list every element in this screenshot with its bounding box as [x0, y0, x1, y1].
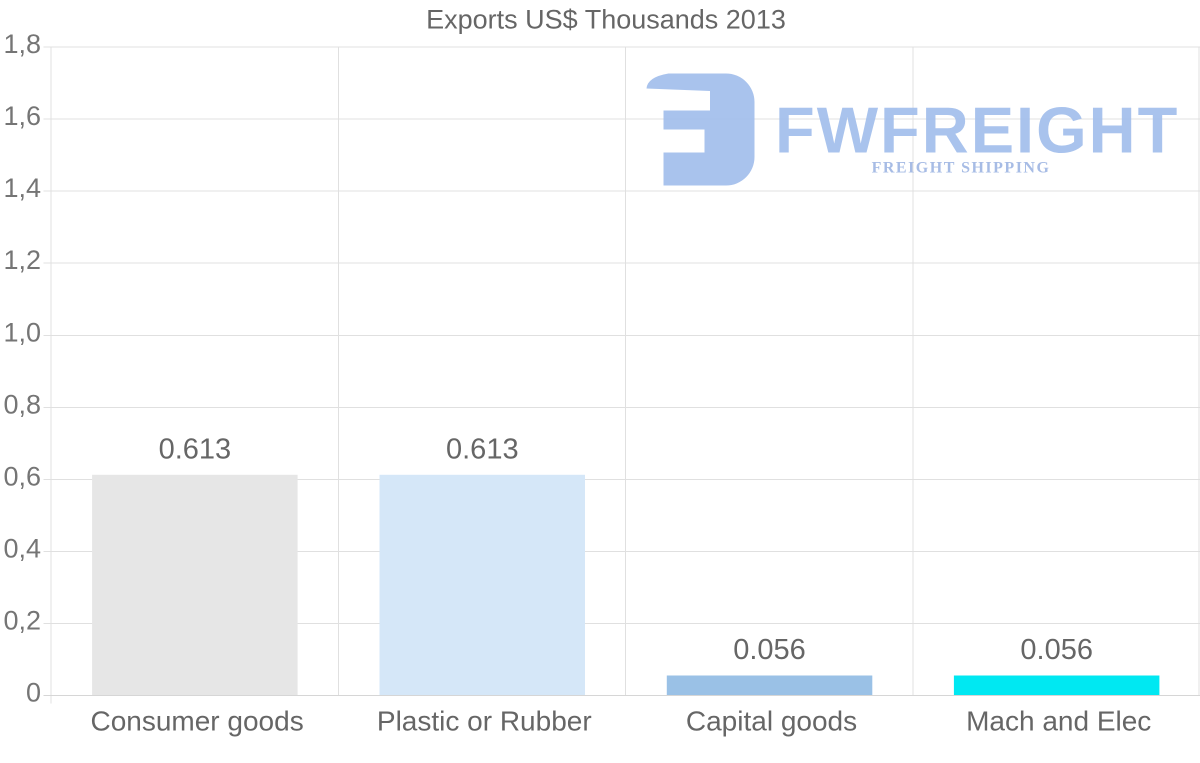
svg-text:0,2: 0,2	[3, 606, 41, 636]
svg-text:0.613: 0.613	[159, 434, 232, 466]
svg-text:0.056: 0.056	[1020, 634, 1093, 666]
svg-text:0.056: 0.056	[733, 634, 806, 666]
svg-text:1,4: 1,4	[3, 173, 41, 203]
svg-text:0.613: 0.613	[446, 434, 519, 466]
svg-text:1,8: 1,8	[3, 29, 41, 59]
svg-text:Exports US$ Thousands 2013: Exports US$ Thousands 2013	[426, 5, 786, 35]
svg-text:Consumer goods: Consumer goods	[90, 706, 303, 737]
svg-text:1,6: 1,6	[3, 101, 41, 131]
svg-text:0,4: 0,4	[3, 534, 41, 564]
svg-text:0,6: 0,6	[3, 462, 41, 492]
svg-text:0,8: 0,8	[3, 389, 41, 419]
svg-text:Capital goods: Capital goods	[686, 706, 857, 737]
svg-text:0: 0	[26, 678, 41, 708]
svg-text:1,0: 1,0	[3, 317, 41, 347]
svg-text:FWFREIGHT: FWFREIGHT	[775, 94, 1179, 167]
svg-text:FREIGHT SHIPPING: FREIGHT SHIPPING	[872, 160, 1051, 177]
svg-text:Plastic or Rubber: Plastic or Rubber	[377, 706, 592, 737]
svg-text:1,2: 1,2	[3, 245, 41, 275]
svg-text:Mach and Elec: Mach and Elec	[966, 706, 1151, 737]
